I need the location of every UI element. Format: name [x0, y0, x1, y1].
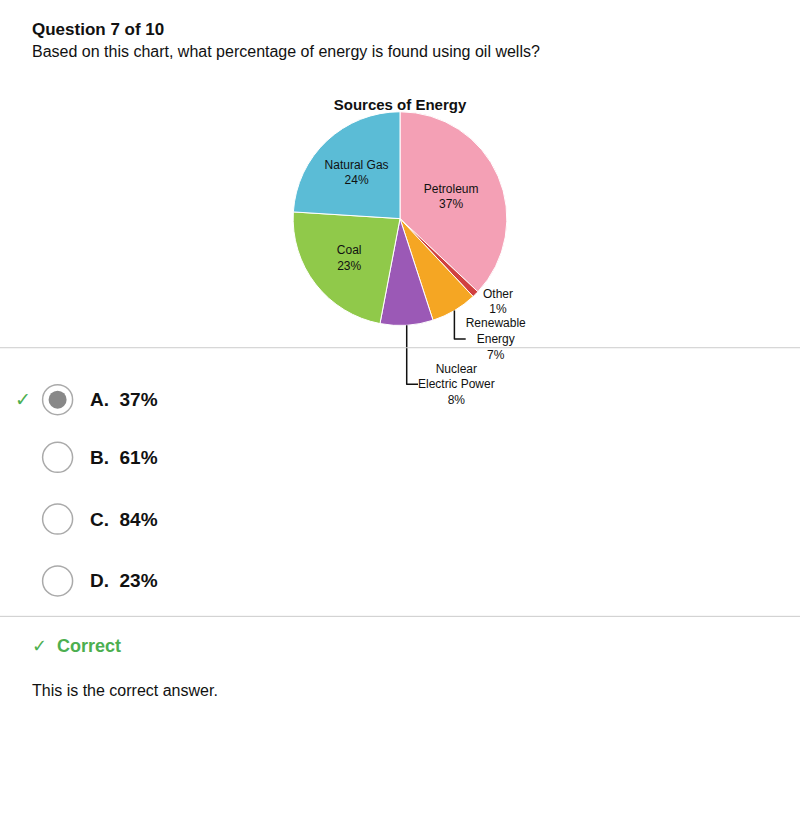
svg-text:Other1%: Other1% [483, 287, 513, 317]
svg-text:Natural Gas24%: Natural Gas24% [325, 158, 389, 188]
svg-text:✓ Correct: ✓ Correct [32, 636, 121, 656]
svg-text:Petroleum37%: Petroleum37% [424, 182, 479, 212]
svg-text:Based on this chart, what perc: Based on this chart, what percentage of … [32, 43, 540, 60]
svg-text:Question 7 of 10: Question 7 of 10 [32, 20, 164, 39]
svg-text:D. 23%: D. 23% [90, 570, 158, 591]
svg-text:This is the correct answer.: This is the correct answer. [32, 682, 218, 699]
svg-text:C. 84%: C. 84% [90, 509, 158, 530]
svg-text:Sources of Energy: Sources of Energy [334, 96, 467, 113]
svg-text:Coal23%: Coal23% [337, 243, 362, 273]
svg-text:RenewableEnergy7%: RenewableEnergy7% [466, 316, 526, 361]
svg-text:A. 37%: A. 37% [90, 389, 158, 410]
svg-text:✓: ✓ [15, 389, 31, 410]
svg-text:NuclearElectric Power8%: NuclearElectric Power8% [418, 362, 495, 407]
svg-text:B. 61%: B. 61% [90, 447, 158, 468]
